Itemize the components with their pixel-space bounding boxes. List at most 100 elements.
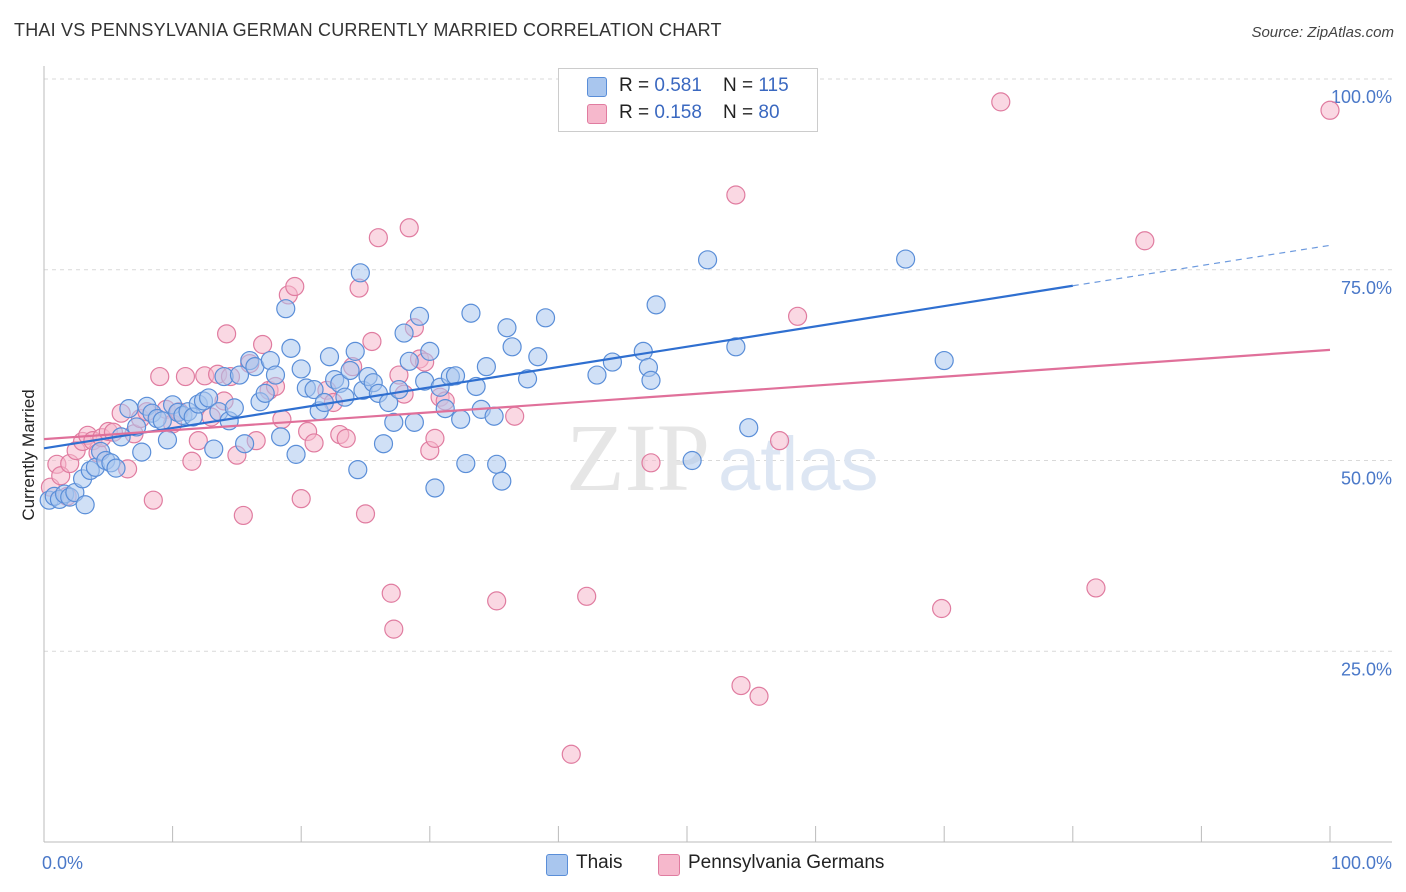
thai-point [229, 365, 250, 385]
thai-point [235, 434, 255, 454]
thai-point [420, 341, 440, 361]
thai-point [456, 453, 476, 474]
pa-german-point [175, 366, 196, 387]
legend-n-value-pa-germans: 80 [758, 102, 780, 123]
thai-point [497, 318, 517, 338]
thai-trend-line [43, 284, 1073, 450]
thai-point [466, 376, 486, 397]
grid-lines [44, 78, 1392, 652]
y-tick-label: 75.0% [1341, 278, 1392, 298]
thai-point [646, 295, 666, 315]
y-axis-label: Currently Married [19, 389, 38, 520]
pa-german-point [932, 598, 952, 619]
thai-point [132, 442, 152, 462]
pa-german-point [425, 428, 445, 448]
pa-german-point [233, 505, 253, 526]
thai-point [487, 454, 507, 474]
thai-point [271, 427, 291, 447]
thai-point [384, 412, 404, 432]
pa-german-point [150, 366, 170, 387]
thai-point [304, 379, 324, 400]
y-tick-labels: 25.0% 50.0% 75.0% 100.0% [1331, 87, 1392, 679]
pa-german-point [487, 591, 507, 611]
correlation-legend: R = 0.581 N = 115 R = 0.158 N = 80 [558, 68, 818, 132]
thai-point [633, 341, 653, 361]
legend-row-thais: R = 0.581 N = 115 [559, 73, 817, 99]
legend-r-label: R = [619, 75, 655, 96]
legend-row-pa-germans: R = 0.158 N = 80 [559, 100, 817, 126]
thai-point [934, 350, 954, 371]
pa-german-trend-line [43, 348, 1331, 441]
watermark-atlas: atlas [718, 422, 879, 507]
pa-german-point [362, 331, 382, 352]
thai-point [425, 478, 445, 498]
pa-german-point [143, 490, 163, 510]
pa-german-point [1135, 231, 1155, 251]
pa-german-point [726, 185, 746, 205]
thai-point [602, 352, 623, 372]
thai-point [409, 306, 430, 326]
thai-point [224, 398, 244, 418]
pa-german-point [991, 92, 1011, 112]
pa-german-point [285, 276, 305, 297]
pa-german-point [272, 409, 292, 429]
thai-point [389, 379, 409, 400]
thai-point [286, 444, 306, 464]
pa-german-point [577, 586, 597, 606]
thai-point [492, 471, 512, 491]
thai-point [435, 399, 455, 419]
trend-lines [43, 244, 1331, 450]
thai-point [476, 357, 496, 377]
thai-point [517, 369, 538, 389]
thai-point [587, 365, 607, 385]
thai-point [204, 439, 224, 459]
thai-point [157, 430, 178, 450]
thai-point [404, 412, 424, 432]
thai-point [399, 351, 419, 371]
pa-german-point [561, 744, 581, 764]
thai-point [394, 323, 414, 343]
pa-german-point [505, 406, 525, 426]
axes [43, 66, 1392, 843]
pa-german-point [336, 428, 356, 448]
legend-swatch-pa-germans [658, 854, 680, 876]
thai-point [739, 418, 759, 438]
y-tick-label: 50.0% [1341, 469, 1392, 489]
thai-point [199, 388, 219, 408]
pa-german-point [182, 451, 202, 471]
thai-point [265, 365, 286, 385]
thai-point [255, 383, 275, 403]
source-note: Source: ZipAtlas.com [1251, 24, 1394, 41]
legend-label-thais: Thais [576, 852, 623, 873]
pa-german-point [787, 306, 808, 326]
x-tick-label: 0.0% [42, 853, 83, 873]
thai-point [896, 249, 916, 269]
thai-point [281, 338, 301, 358]
legend-n-label: N = [723, 102, 759, 123]
thai-point [445, 366, 466, 386]
thai-point [276, 299, 296, 319]
legend-r-label: R = [619, 102, 655, 123]
pa-german-point [188, 431, 208, 451]
thai-point [451, 409, 471, 429]
pa-german-point [384, 619, 404, 639]
x-tick-labels: 0.0% 100.0% [42, 853, 1392, 873]
legend-swatch-thais [587, 77, 607, 97]
thai-trend-extension [1072, 244, 1331, 287]
legend-swatch-thais [546, 854, 568, 876]
thai-point [641, 370, 661, 390]
thai-point [75, 495, 95, 515]
pa-german-point [381, 583, 401, 603]
pa-german-point [291, 489, 311, 509]
thai-point [106, 458, 126, 478]
thai-point [502, 337, 522, 357]
pa-german-point [253, 334, 273, 355]
pa-german-point [769, 431, 790, 451]
y-tick-label: 25.0% [1341, 659, 1392, 679]
thai-point [373, 434, 394, 454]
legend-n-value-thais: 115 [758, 75, 789, 96]
thai-point [697, 250, 718, 270]
thai-point [528, 347, 548, 367]
legend-r-value-pa-germans: 0.158 [654, 102, 702, 123]
